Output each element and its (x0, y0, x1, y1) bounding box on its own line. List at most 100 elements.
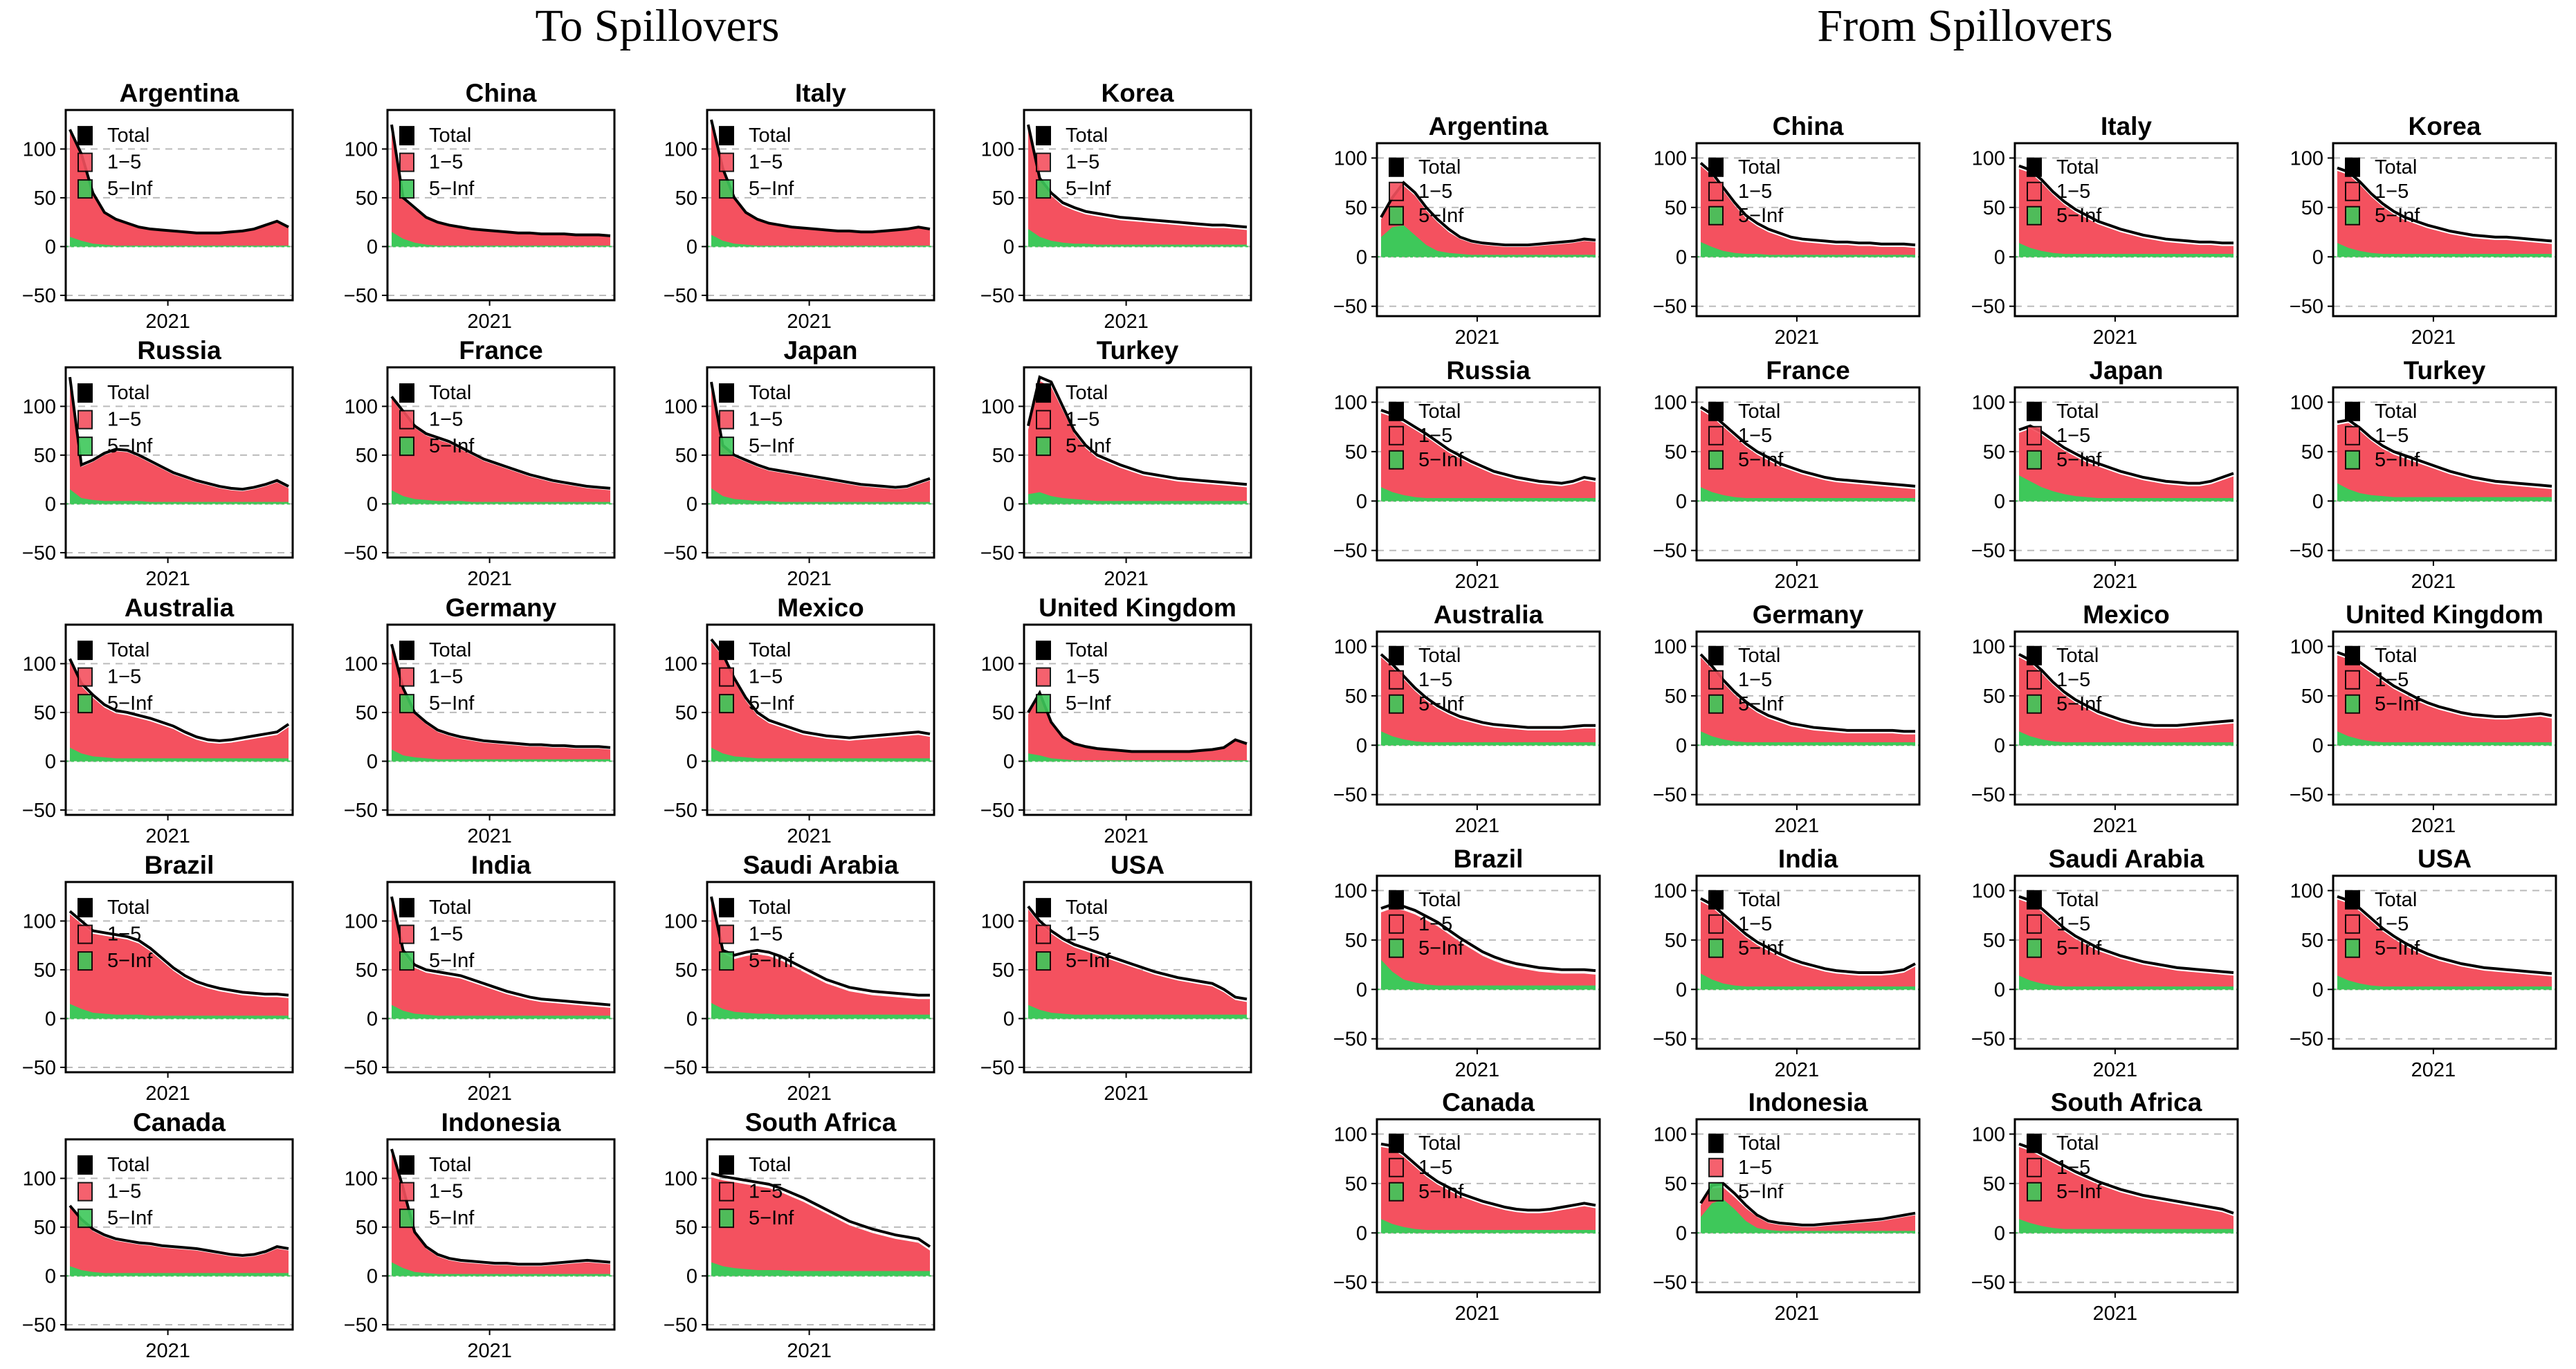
from-france-series-5-inf (1701, 487, 1915, 502)
from-usa-ytick-label: −50 (2290, 1029, 2323, 1051)
from-australia-legend-key-total (1389, 645, 1404, 665)
from-france-legend-5-inf: 5−Inf (1738, 449, 1784, 471)
to-japan-legend-key-1-5 (719, 410, 734, 430)
to-australia-legend-1-5: 1−5 (107, 666, 141, 688)
from-saudi-arabia-ytick-label: 100 (1972, 880, 2005, 902)
from-argentina-legend-key-5-inf (1389, 205, 1404, 226)
from-india-ytick-label: 100 (1654, 880, 1687, 902)
to-russia-series-total (68, 376, 289, 491)
to-china-ytick-label: −50 (344, 285, 378, 307)
to-china-legend-5-inf: 5−Inf (429, 178, 475, 200)
to-russia-ytick-label: −50 (22, 542, 56, 564)
from-south-africa-ytick-label: 0 (1994, 1222, 2005, 1244)
to-united-kingdom-legend-1-5: 1−5 (1066, 666, 1099, 688)
from-usa-legend-key-1-5 (2345, 914, 2360, 934)
from-russia-ytick-label: 50 (1345, 441, 1367, 463)
to-italy-legend-5-inf: 5−Inf (749, 178, 794, 200)
from-russia-legend-5-inf: 5−Inf (1418, 449, 1464, 471)
to-australia-series-1-5 (70, 661, 289, 762)
from-mexico-legend-1-5: 1−5 (2056, 669, 2090, 691)
to-italy-ytick-label: 50 (675, 187, 697, 210)
to-mexico-title: Mexico (777, 594, 864, 622)
from-united-kingdom-ytick-label: 50 (2301, 686, 2323, 708)
from-russia-frame (1376, 386, 1601, 562)
to-saudi-arabia-panel: Saudi Arabia Total 1−5 5−Inf −50 0 50 100 2021 (664, 851, 935, 1105)
to-argentina-series-1-5 (70, 131, 289, 247)
to-argentina-series-total (68, 129, 289, 235)
from-australia-ytick-label: 0 (1356, 735, 1367, 757)
to-turkey-ytick-label: 50 (992, 445, 1014, 467)
from-india-legend-key-total (1708, 890, 1724, 910)
to-china-legend-key-1-5 (399, 152, 414, 172)
to-italy-ytick-label: 0 (686, 236, 697, 258)
to-saudi-arabia-ytick-label: 50 (675, 959, 697, 982)
from-turkey-legend-5-inf: 5−Inf (2375, 449, 2420, 471)
from-china-legend-key-total (1708, 157, 1724, 177)
to-turkey-legend-key-total (1036, 383, 1051, 403)
from-brazil-ytick-label: 100 (1334, 880, 1367, 902)
from-india-title: India (1778, 845, 1838, 873)
from-south-africa-legend-1-5: 1−5 (2056, 1157, 2090, 1179)
from-germany-ytick-label: 50 (1665, 686, 1687, 708)
to-australia-xtick-label: 2021 (145, 825, 190, 847)
to-japan-panel: Japan Total 1−5 5−Inf −50 0 50 100 2021 (664, 336, 935, 590)
to-indonesia-legend-total: Total (429, 1154, 471, 1176)
to-russia-series-1-5 (70, 378, 289, 504)
to-south-africa-frame (706, 1138, 935, 1331)
to-italy-legend-1-5: 1−5 (749, 151, 783, 174)
from-russia-ytick-label: 100 (1334, 392, 1367, 414)
to-russia-ytick-label: 100 (23, 396, 56, 418)
to-korea-panel: Korea Total 1−5 5−Inf −50 0 50 100 2021 (980, 79, 1252, 333)
from-india-frame (1695, 874, 1921, 1050)
to-turkey-legend-total: Total (1066, 382, 1108, 404)
from-spillovers-title: From Spillovers (1817, 1, 2113, 51)
to-korea-series-5-inf (1028, 229, 1247, 247)
from-mexico-legend-key-1-5 (2027, 670, 2042, 690)
from-canada-series-5-inf (1381, 1219, 1596, 1233)
from-japan-series-5-inf (2019, 475, 2234, 502)
to-china-legend-total: Total (429, 125, 471, 147)
from-korea-legend-total: Total (2375, 156, 2417, 178)
from-saudi-arabia-legend-key-5-inf (2027, 938, 2042, 958)
from-saudi-arabia-title: Saudi Arabia (2049, 845, 2204, 873)
to-brazil-title: Brazil (145, 851, 214, 879)
to-australia-ytick-label: −50 (22, 800, 56, 822)
to-germany-legend-1-5: 1−5 (429, 666, 463, 688)
from-france-ytick-label: −50 (1653, 540, 1687, 562)
from-south-africa-frame (2013, 1118, 2239, 1294)
from-china-legend-5-inf: 5−Inf (1738, 205, 1784, 227)
to-france-title: France (459, 336, 542, 365)
from-china-legend-1-5: 1−5 (1738, 181, 1772, 203)
to-india-series-5-inf (392, 1004, 610, 1019)
to-italy-series-total (710, 119, 931, 234)
from-japan-series-total (2018, 424, 2234, 485)
to-canada-legend-key-total (77, 1155, 93, 1175)
to-korea-legend-key-total (1036, 126, 1051, 146)
to-china-legend-1-5: 1−5 (429, 151, 463, 174)
from-indonesia-legend-5-inf: 5−Inf (1738, 1181, 1784, 1203)
to-turkey-series-total (1027, 375, 1248, 486)
from-south-africa-xtick-label: 2021 (2093, 1303, 2138, 1325)
to-japan-legend-key-5-inf (719, 437, 734, 457)
from-india-series-1-5 (1701, 901, 1915, 990)
to-canada-xtick-label: 2021 (145, 1340, 190, 1362)
to-russia-series-5-inf (70, 489, 289, 504)
to-united-kingdom-ytick-label: 0 (1003, 751, 1014, 773)
to-mexico-legend-1-5: 1−5 (749, 666, 783, 688)
to-turkey-panel: Turkey Total 1−5 5−Inf −50 0 50 100 2021 (980, 336, 1252, 590)
to-brazil-legend-key-5-inf (77, 951, 93, 971)
to-saudi-arabia-ytick-label: 0 (686, 1008, 697, 1030)
to-united-kingdom-legend-key-total (1036, 641, 1051, 661)
to-saudi-arabia-series-1-5 (711, 899, 930, 1019)
from-indonesia-xtick-label: 2021 (1775, 1303, 1820, 1325)
to-japan-frame (706, 366, 935, 559)
from-canada-legend-key-1-5 (1389, 1157, 1404, 1177)
from-mexico-legend-key-5-inf (2027, 694, 2042, 714)
